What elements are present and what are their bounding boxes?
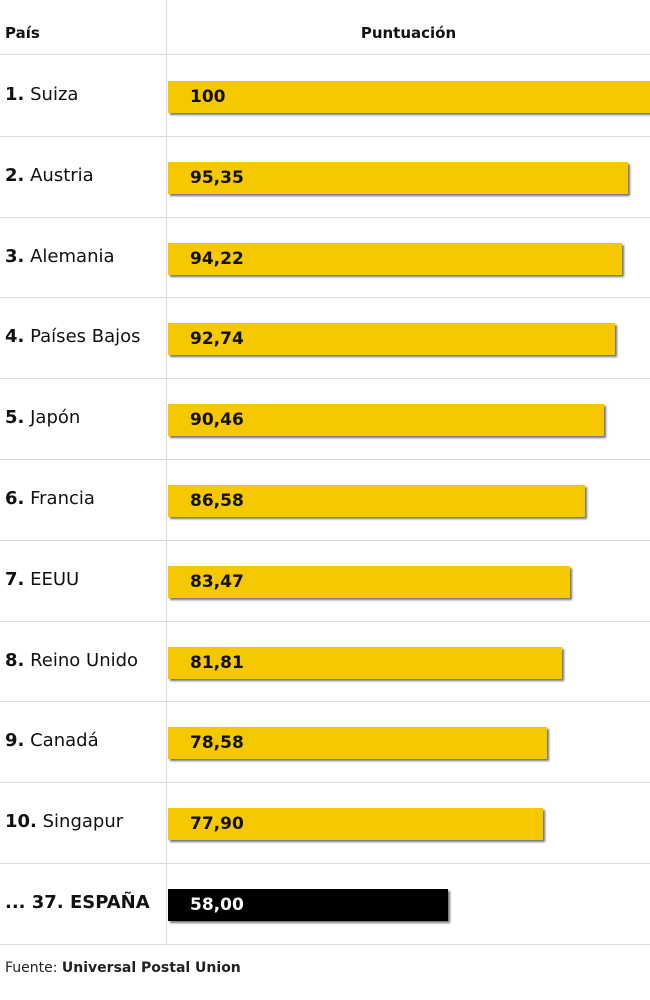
row-separator	[0, 943, 650, 945]
score-bar: 92,74	[168, 323, 615, 356]
rank-number: 9.	[5, 730, 25, 752]
score-bar: 90,46	[168, 404, 605, 437]
country-name: Francia	[30, 488, 95, 509]
score-bar: 77,90	[168, 808, 544, 841]
row-separator	[0, 459, 650, 460]
row-separator	[0, 539, 650, 541]
country-name: Países Bajos	[30, 326, 141, 348]
bar-row: 1. Suiza 100	[0, 55, 650, 135]
bar-row: 9. Canadá 78,58	[0, 701, 650, 781]
country-name: Japón	[30, 407, 81, 429]
bar-row: 6. Francia 86,58	[0, 459, 650, 539]
source-prefix: Fuente:	[5, 960, 62, 976]
country-name: Suiza	[30, 84, 79, 105]
country-label: 4. Países Bajos	[5, 297, 141, 377]
row-separator	[0, 863, 650, 864]
country-name: Alemania	[30, 245, 115, 267]
country-label: 3. Alemania	[5, 217, 115, 297]
row-separator	[0, 216, 650, 218]
bar-value-label: 95,35	[190, 167, 244, 188]
country-name: EEUU	[30, 568, 80, 590]
row-separator	[0, 378, 650, 380]
source-note: Fuente: Universal Postal Union	[5, 960, 241, 976]
column-divider	[166, 0, 167, 944]
row-separator	[0, 135, 650, 137]
country-label: 8. Reino Unido	[5, 621, 138, 701]
country-name: Austria	[30, 164, 94, 186]
row-separator	[0, 782, 650, 784]
bar-value-label: 78,58	[190, 733, 244, 754]
rank-number: 6.	[5, 488, 25, 509]
country-label: 2. Austria	[5, 136, 94, 216]
bar-row: 3. Alemania 94,22	[0, 217, 650, 297]
bar-row: ... 37. ESPAÑA 58,00	[0, 863, 650, 943]
bar-row: 5. Japón 90,46	[0, 378, 650, 458]
rank-number: 3.	[5, 245, 25, 267]
source-name: Universal Postal Union	[61, 960, 241, 976]
highlight-bar: 58,00	[168, 889, 448, 921]
country-label: ... 37. ESPAÑA	[5, 863, 150, 943]
bar-value-label: 58,00	[190, 895, 244, 915]
country-name: ESPAÑA	[69, 892, 150, 913]
rank-number: ... 37.	[5, 892, 64, 913]
score-bar: 100	[168, 81, 650, 113]
country-name: Singapur	[42, 811, 124, 833]
score-bar: 86,58	[168, 485, 586, 517]
bar-value-label: 92,74	[190, 329, 244, 350]
rank-number: 2.	[5, 164, 25, 186]
country-name: Canadá	[30, 730, 99, 752]
bar-value-label: 83,47	[190, 571, 244, 592]
country-label: 1. Suiza	[5, 55, 78, 135]
country-label: 9. Canadá	[5, 701, 99, 781]
bar-value-label: 90,46	[190, 410, 244, 431]
bar-row: 7. EEUU 83,47	[0, 540, 650, 620]
row-separator	[0, 297, 650, 299]
score-bar: 94,22	[168, 242, 623, 275]
bar-row: 8. Reino Unido 81,81	[0, 621, 650, 701]
bar-value-label: 77,90	[190, 814, 244, 835]
rank-number: 4.	[5, 326, 25, 348]
rank-number: 1.	[5, 84, 25, 105]
column-header-score: Puntuación	[360, 24, 457, 42]
country-label: 7. EEUU	[5, 540, 79, 620]
row-separator	[0, 54, 650, 55]
bar-value-label: 100	[190, 87, 226, 107]
bar-value-label: 81,81	[190, 652, 244, 673]
score-bar: 81,81	[168, 646, 563, 679]
row-separator	[0, 701, 650, 703]
rank-number: 5.	[5, 407, 25, 429]
rank-number: 7.	[5, 568, 25, 590]
column-header-country: País	[5, 24, 40, 42]
country-label: 5. Japón	[5, 378, 80, 458]
row-separator	[0, 620, 650, 622]
bar-value-label: 86,58	[190, 491, 244, 511]
score-bar: 83,47	[168, 565, 571, 598]
chart: País Puntuación 1. Suiza 100 2. Austria 95,…	[0, 0, 650, 945]
country-label: 6. Francia	[5, 459, 95, 539]
score-bar: 95,35	[168, 161, 628, 194]
country-label: 10. Singapur	[5, 782, 123, 862]
bar-row: 10. Singapur 77,90	[0, 782, 650, 862]
score-bar: 78,58	[168, 727, 547, 760]
rank-number: 8.	[5, 649, 25, 671]
rank-number: 10.	[5, 811, 37, 833]
country-name: Reino Unido	[30, 649, 139, 671]
bar-row: 2. Austria 95,35	[0, 136, 650, 216]
bar-row: 4. Países Bajos 92,74	[0, 297, 650, 377]
bar-value-label: 94,22	[190, 248, 244, 269]
